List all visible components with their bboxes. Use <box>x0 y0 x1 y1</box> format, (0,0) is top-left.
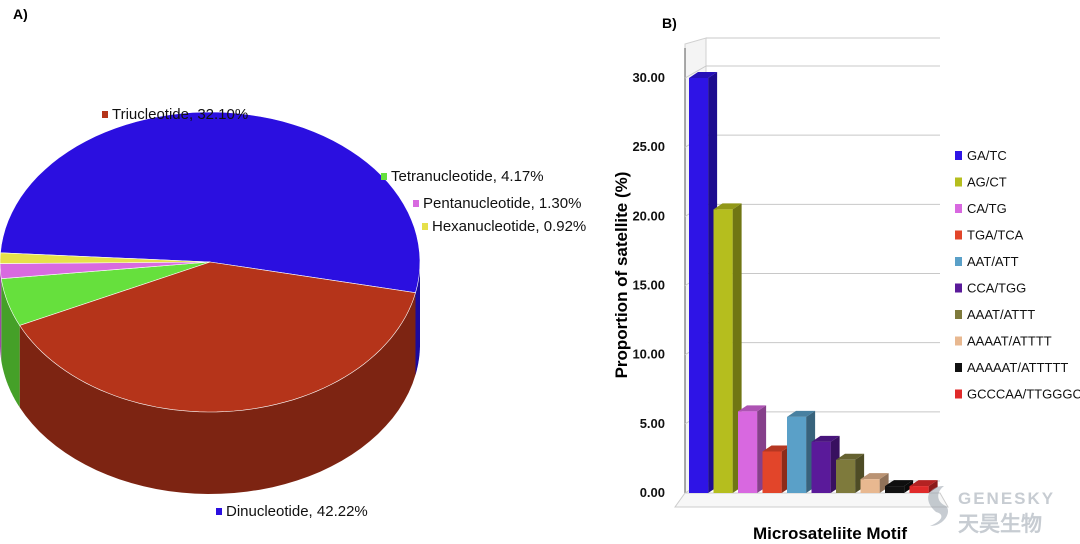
legend-label-aat-att: AAT/ATT <box>967 254 1019 269</box>
y-tick-label: 5.00 <box>640 416 665 431</box>
legend-label-aaaaat-attttt: AAAAAT/ATTTTT <box>967 360 1068 375</box>
legend-swatch-aaaat-atttt <box>955 336 962 346</box>
pie-label-hexanucleotide: Hexanucleotide, 0.92% <box>432 218 586 235</box>
gridline-diag <box>684 65 707 79</box>
legend-label-ag-ct: AG/CT <box>967 175 1007 190</box>
bar-tga-tca <box>762 451 782 493</box>
y-tick-label: 0.00 <box>640 485 665 500</box>
pie-slice-triucleotide <box>19 261 416 413</box>
panel-a-label: A) <box>13 6 28 22</box>
pie-slice-dinucleotide <box>0 111 421 294</box>
legend-swatch-aaaaat-attttt <box>955 363 962 372</box>
bar-ca-tg-top <box>738 405 767 412</box>
pie-slice-pentanucleotide <box>0 261 211 280</box>
panel-b-label: B) <box>662 15 677 31</box>
pie-slice-hexanucleotide <box>0 252 211 264</box>
bar-aat-att-top <box>787 410 816 417</box>
bar-aaaat-atttt-top <box>860 473 889 480</box>
pie-chart: Dinucleotide, 42.22% Triucleotide, 32.10%… <box>0 106 586 520</box>
pie-label-marker-triucleotide <box>102 111 108 118</box>
pie-label-triucleotide: Triucleotide, 32.10% <box>112 106 248 123</box>
bar-ag-ct-top <box>713 203 742 210</box>
bar-aaaat-atttt <box>860 479 880 493</box>
y-tick-label: 20.00 <box>632 208 665 223</box>
pie-label-pentanucleotide: Pentanucleotide, 1.30% <box>423 195 581 212</box>
pie-label-tetranucleotide: Tetranucleotide, 4.17% <box>391 168 544 185</box>
y-tick-label: 30.00 <box>632 70 665 85</box>
pie-label-marker-tetranucleotide <box>381 173 387 180</box>
bar-ga-tc-top <box>689 72 718 78</box>
legend-swatch-aat-att <box>955 257 962 266</box>
bar-cca-tgg <box>811 441 831 493</box>
bar-ca-tg <box>738 411 758 493</box>
legend-label-cca-tgg: CCA/TGG <box>967 281 1026 296</box>
y-axis-title: Proportion of satellite (%) <box>612 172 631 379</box>
genesky-swirl-icon <box>928 486 949 526</box>
bar-aaaaat-attttt-top <box>885 480 914 487</box>
pie-label-marker-dinucleotide <box>216 508 222 515</box>
pie-slice-tetranucleotide <box>0 261 211 326</box>
pie-label-marker-pentanucleotide <box>413 200 419 207</box>
legend-swatch-ag-ct <box>955 177 962 187</box>
pie-label-dinucleotide: Dinucleotide, 42.22% <box>226 503 368 520</box>
bar-aat-att <box>787 416 807 493</box>
watermark-zh: 天昊生物 <box>958 512 1042 536</box>
bar-gcccaa-ttgggc-side <box>928 480 938 493</box>
legend-swatch-ga-tc <box>955 151 962 160</box>
bar-gcccaa-ttgggc-top <box>909 480 938 487</box>
y-tick-label: 25.00 <box>632 139 665 154</box>
x-axis-title: Microsateliite Motif <box>753 524 907 543</box>
legend-label-ga-tc: GA/TC <box>967 148 1007 163</box>
pie-side-tetranucleotide <box>1 278 20 408</box>
pie-side-pentanucleotide <box>0 263 2 361</box>
bar-aaat-attt-top <box>836 453 865 460</box>
watermark-en: GENESKY <box>958 489 1055 508</box>
bar-aaat-attt <box>836 459 856 493</box>
bar-floor <box>674 492 949 508</box>
bar-aaaaat-attttt <box>885 486 905 493</box>
legend-label-gcccaa-ttgggc: GCCCAA/TTGGGC <box>967 387 1080 402</box>
pie-side-triucleotide <box>19 292 416 494</box>
legend-label-ca-tg: CA/TG <box>967 201 1007 216</box>
legend-swatch-cca-tgg <box>955 283 962 293</box>
legend-label-tga-tca: TGA/TCA <box>967 228 1024 243</box>
bar-chart: 0.00 5.00 10.00 15.00 20.00 25.00 30.00 GA/TC AG… <box>612 37 1080 543</box>
bar-ag-ct <box>713 209 733 493</box>
bar-gcccaa-ttgggc <box>909 486 929 493</box>
legend-label-aaaat-atttt: AAAAT/ATTTT <box>967 334 1052 349</box>
legend-swatch-tga-tca <box>955 230 962 240</box>
legend-swatch-ca-tg <box>955 204 962 213</box>
bar-tga-tca-top <box>762 445 791 452</box>
legend-label-aaat-attt: AAAT/ATTT <box>967 307 1035 322</box>
y-tick-label: 10.00 <box>632 347 665 362</box>
legend-swatch-gcccaa-ttgggc <box>955 389 962 399</box>
pie-side-dinucleotide <box>415 262 420 375</box>
y-tick-label: 15.00 <box>632 278 665 293</box>
bar-cca-tgg-top <box>811 435 840 442</box>
legend-swatch-aaat-attt <box>955 310 962 319</box>
pie-label-marker-hexanucleotide <box>422 223 428 230</box>
bar-ga-tc <box>689 78 709 493</box>
genesky-logo: GENESKY 天昊生物 <box>928 486 1055 536</box>
bar-aaaaat-attttt-side <box>904 480 914 493</box>
